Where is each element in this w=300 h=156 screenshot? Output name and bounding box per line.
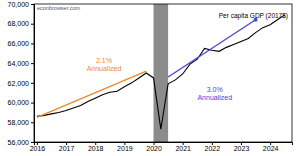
tick: 2021: [175, 142, 191, 152]
tick-label: 58,000: [8, 119, 30, 126]
subtitle: econbrowser.com: [37, 5, 81, 11]
tick-label: 2021: [175, 145, 191, 152]
tick-mark: [31, 4, 34, 5]
tick: 66,000: [8, 40, 34, 47]
shaded-region: [154, 4, 169, 142]
axis-line: [31, 5, 35, 143]
tick-mark: [31, 63, 34, 64]
tick-mark: [31, 142, 34, 143]
tick: 58,000: [8, 119, 34, 126]
chart: 56,000 58,000 60,000 62,000 64,000 66,000 68,0…: [0, 0, 300, 156]
x-axis: 2016 2017 2018 2019 2020 2021 2022 2023 2024: [30, 142, 293, 152]
tick-mark: [31, 43, 34, 44]
tick: 2019: [117, 142, 133, 152]
tick: 2022: [205, 142, 221, 152]
tick-label: 2020: [146, 145, 162, 152]
tick: 62,000: [8, 80, 34, 87]
tick-label: 2023: [234, 145, 250, 152]
tick-label: 56,000: [8, 139, 30, 146]
plot-frame: [34, 4, 292, 142]
tick: 2017: [59, 142, 75, 152]
tick: 70,000: [8, 1, 34, 8]
tick-mark: [31, 103, 34, 104]
annotation: Annualized: [197, 94, 232, 101]
tick-label: 2018: [88, 145, 104, 152]
tick-label: 2017: [59, 145, 75, 152]
tick: 2024: [263, 142, 279, 152]
tick-label: 2016: [30, 145, 46, 152]
series-line: [168, 20, 255, 77]
series-line: [37, 15, 285, 129]
series-line: [37, 71, 146, 117]
tick-label: 2024: [263, 145, 279, 152]
tick-label: 2019: [117, 145, 133, 152]
tick-label: 70,000: [8, 1, 30, 8]
tick-mark: [31, 83, 34, 84]
tick: 68,000: [8, 20, 34, 27]
tick-label: 66,000: [8, 40, 30, 47]
tick: 2016: [30, 142, 46, 152]
tick-label: 2022: [205, 145, 221, 152]
tick-mark: [31, 122, 34, 123]
tick: 2023: [234, 142, 250, 152]
tick: 60,000: [8, 99, 34, 106]
tick: 2018: [88, 142, 104, 152]
tick-label: 68,000: [8, 20, 30, 27]
tick-label: 62,000: [8, 80, 30, 87]
marks: [37, 4, 285, 142]
plot: 56,000 58,000 60,000 62,000 64,000 66,000 68,0…: [8, 1, 293, 152]
tick: 2020: [146, 142, 162, 152]
title: Per capita GDP (2017$): [219, 12, 288, 20]
y-axis: 56,000 58,000 60,000 62,000 64,000 66,000 68,0…: [8, 1, 35, 146]
annotation: 3.0%: [207, 86, 223, 93]
tick: 64,000: [8, 60, 34, 67]
annotation: 2.1%: [96, 57, 112, 64]
tick-label: 64,000: [8, 60, 30, 67]
tick-label: 60,000: [8, 99, 30, 106]
annotation: Annualized: [87, 65, 122, 72]
tick-mark: [31, 24, 34, 25]
